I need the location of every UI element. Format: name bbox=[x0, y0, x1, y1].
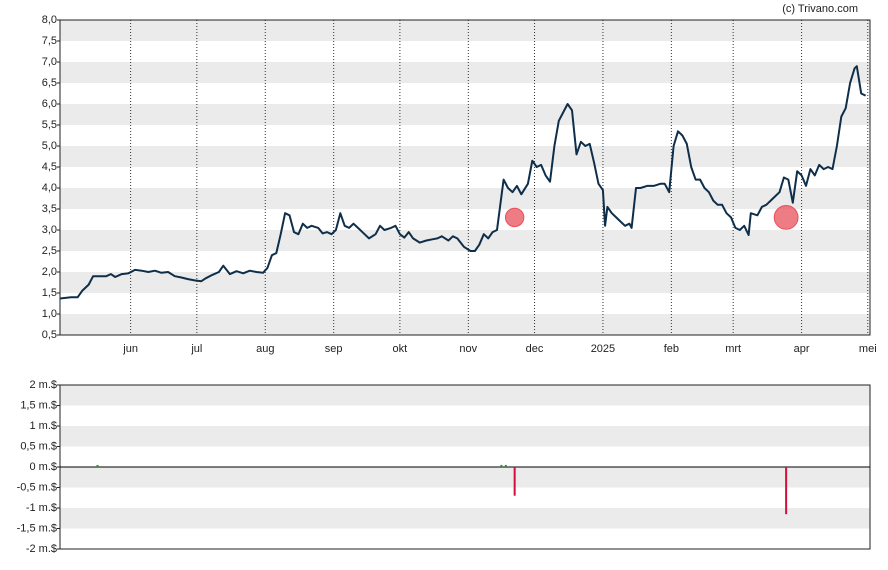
y-tick-label: 5,0 bbox=[42, 140, 57, 152]
credit: (c) Trivano.com bbox=[782, 3, 858, 15]
grid-band bbox=[60, 188, 870, 209]
plot-frame bbox=[59, 19, 871, 336]
y-tick-label: 7,0 bbox=[42, 56, 57, 68]
x-tick-label: aug bbox=[256, 343, 274, 355]
y-tick-label: -1 m.$ bbox=[26, 502, 57, 514]
x-tick-label: jul bbox=[190, 343, 202, 355]
grid-band bbox=[60, 385, 870, 406]
y-tick-label: 6,5 bbox=[42, 77, 57, 89]
y-tick-label: 4,5 bbox=[42, 161, 57, 173]
y-tick-label: 0,5 bbox=[42, 329, 57, 341]
bar bbox=[500, 464, 503, 467]
grid-band bbox=[60, 314, 870, 335]
y-tick-label: 3,0 bbox=[42, 224, 57, 236]
grid-band bbox=[60, 146, 870, 167]
bar bbox=[785, 467, 788, 515]
x-tick-label: 2025 bbox=[591, 343, 615, 355]
bar bbox=[513, 467, 516, 496]
x-tick-label: jun bbox=[122, 343, 138, 355]
bar bbox=[96, 464, 99, 467]
y-tick-label: 1 m.$ bbox=[29, 420, 57, 432]
y-tick-label: -1,5 m.$ bbox=[17, 522, 57, 534]
y-tick-label: 8,0 bbox=[42, 14, 57, 26]
y-tick-label: 6,0 bbox=[42, 98, 57, 110]
y-tick-label: 0,5 m.$ bbox=[20, 440, 57, 452]
y-tick-label: -2 m.$ bbox=[26, 543, 57, 555]
grid-band bbox=[60, 467, 870, 488]
y-tick-label: 1,5 bbox=[42, 287, 57, 299]
y-tick-label: 5,5 bbox=[42, 119, 57, 131]
grid-band bbox=[60, 230, 870, 251]
trade-marker bbox=[773, 205, 799, 230]
x-tick-label: apr bbox=[794, 343, 810, 355]
grid-band bbox=[60, 104, 870, 125]
y-tick-label: 2,0 bbox=[42, 266, 57, 278]
y-tick-label: 1,5 m.$ bbox=[20, 399, 57, 411]
grid-band bbox=[60, 426, 870, 447]
y-tick-label: -0,5 m.$ bbox=[17, 481, 57, 493]
x-tick-label: feb bbox=[664, 343, 679, 355]
y-tick-label: 4,0 bbox=[42, 182, 57, 194]
bar bbox=[504, 464, 507, 467]
y-tick-label: 2 m.$ bbox=[29, 379, 57, 391]
grid-band bbox=[60, 272, 870, 293]
x-tick-label: okt bbox=[393, 343, 408, 355]
y-tick-label: 1,0 bbox=[42, 308, 57, 320]
x-tick-label: nov bbox=[459, 343, 477, 355]
y-tick-label: 7,5 bbox=[42, 35, 57, 47]
grid-band bbox=[60, 20, 870, 41]
trade-marker bbox=[504, 207, 525, 228]
y-tick-label: 3,5 bbox=[42, 203, 57, 215]
x-tick-label: mrt bbox=[725, 343, 741, 355]
grid-band bbox=[60, 508, 870, 529]
y-tick-label: 0 m.$ bbox=[29, 461, 57, 473]
x-tick-label: dec bbox=[526, 343, 544, 355]
grid-band bbox=[60, 62, 870, 83]
price-line bbox=[59, 65, 867, 300]
x-tick-label: mei bbox=[859, 343, 877, 355]
x-tick-label: sep bbox=[325, 343, 343, 355]
y-tick-label: 2,5 bbox=[42, 245, 57, 257]
